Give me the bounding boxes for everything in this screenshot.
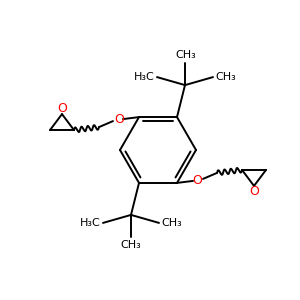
Text: H₃C: H₃C — [134, 72, 154, 82]
Text: CH₃: CH₃ — [176, 50, 197, 60]
Text: O: O — [192, 174, 202, 188]
Text: H₃C: H₃C — [80, 218, 100, 228]
Text: O: O — [114, 112, 124, 126]
Text: O: O — [57, 102, 67, 115]
Text: CH₃: CH₃ — [162, 218, 182, 228]
Text: O: O — [249, 185, 259, 198]
Text: CH₃: CH₃ — [121, 240, 141, 250]
Text: CH₃: CH₃ — [216, 72, 236, 82]
